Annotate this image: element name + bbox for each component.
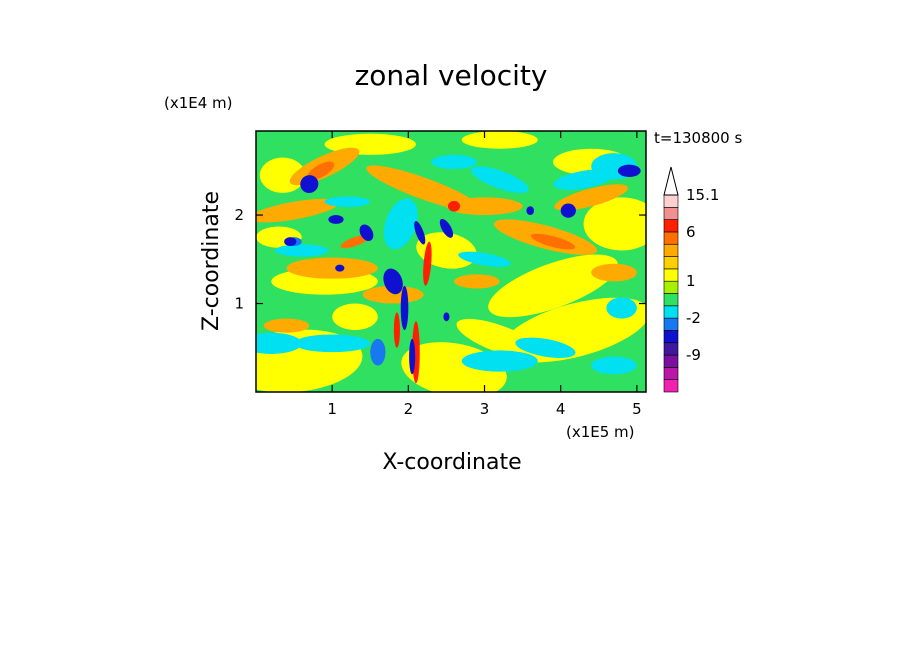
field-patch — [439, 218, 454, 238]
x-tick-label: 3 — [480, 400, 490, 418]
colorbar-label: -2 — [686, 309, 701, 327]
field-patch — [362, 285, 424, 304]
field-patch — [359, 224, 374, 241]
field-patch — [443, 312, 450, 322]
x-tick-label: 5 — [632, 400, 642, 418]
y-unit-label: (x1E4 m) — [164, 94, 233, 112]
field-patch — [414, 221, 426, 245]
field-patch — [530, 233, 576, 250]
field-patch — [454, 274, 500, 289]
colorbar-swatch — [663, 367, 679, 380]
field-patch — [470, 166, 529, 193]
colorbar: -9 -2 1 6 15.1 — [663, 166, 719, 393]
field-patch — [461, 131, 538, 149]
chart-title: zonal velocity — [355, 59, 548, 92]
colorbar-swatch — [663, 243, 679, 257]
plot-frame — [255, 130, 647, 393]
field-patch — [340, 234, 370, 249]
colorbar-swatch — [663, 219, 679, 233]
field-patch — [560, 203, 576, 218]
field-patch — [554, 184, 629, 211]
field-patch — [409, 338, 416, 375]
field-patch — [458, 251, 511, 267]
y-axis-label: Z-coordinate — [199, 191, 224, 331]
x-axis-ticks: 1 2 3 4 5 — [327, 131, 642, 418]
field-patch — [583, 197, 646, 251]
x-tick-label: 1 — [327, 400, 337, 418]
field-patch — [591, 263, 637, 282]
colorbar-swatch — [663, 256, 679, 270]
colorbar-label: 1 — [686, 272, 696, 290]
field-patch — [275, 244, 329, 257]
y-tick-label: 2 — [234, 206, 244, 224]
field-patch — [256, 198, 340, 223]
field-patch — [294, 334, 371, 353]
field-patch — [300, 175, 319, 194]
field-patch — [617, 164, 641, 178]
field-patch — [461, 350, 538, 372]
colorbar-label: -9 — [686, 346, 701, 364]
field-patch — [263, 318, 310, 333]
colorbar-swatch — [663, 231, 679, 245]
colorbar-swatch — [663, 317, 679, 331]
y-tick-label: 1 — [234, 295, 244, 313]
colorbar-swatch — [663, 330, 679, 344]
field-patch — [515, 337, 576, 358]
field-patch — [447, 200, 461, 212]
x-unit-label: (x1E5 m) — [566, 423, 635, 441]
colorbar-swatch — [663, 280, 679, 294]
colorbar-label: 6 — [686, 223, 696, 241]
field-patch — [446, 197, 523, 216]
field-patch — [400, 285, 409, 331]
field-patch — [370, 338, 386, 366]
colorbar-swatch — [663, 354, 679, 368]
colorbar-swatch — [663, 293, 679, 307]
colorbar-swatch — [663, 268, 679, 282]
field-patch — [307, 161, 335, 181]
colorbar-label: 15.1 — [686, 186, 719, 204]
y-axis-ticks: 12 — [234, 206, 646, 313]
time-label: t=130800 s — [654, 129, 742, 147]
field-patch — [332, 303, 378, 331]
field-patch — [286, 257, 378, 279]
field-patch — [591, 356, 637, 375]
field-patch — [526, 206, 535, 216]
field-patch — [606, 297, 637, 319]
field-patch — [328, 215, 344, 224]
x-tick-label: 4 — [556, 400, 566, 418]
field-patch — [488, 254, 618, 318]
field-patch — [256, 332, 302, 354]
field-patch — [383, 198, 418, 250]
x-axis-label: X-coordinate — [382, 450, 521, 475]
field-patch — [431, 154, 477, 170]
colorbar-swatch — [663, 342, 679, 356]
colorbar-swatch — [663, 305, 679, 319]
field-patch — [393, 312, 400, 348]
colorbar-swatch — [663, 379, 679, 393]
field-patch — [366, 165, 481, 212]
field-patch — [423, 241, 432, 286]
colorbar-extend-arrow — [663, 166, 679, 196]
heatmap-field — [256, 131, 646, 392]
field-patch — [335, 264, 345, 272]
field-patch — [324, 196, 371, 208]
colorbar-swatch — [663, 207, 679, 220]
x-tick-label: 2 — [404, 400, 414, 418]
field-patch — [383, 268, 403, 295]
colorbar-swatch — [663, 194, 679, 208]
field-patch — [284, 237, 297, 247]
